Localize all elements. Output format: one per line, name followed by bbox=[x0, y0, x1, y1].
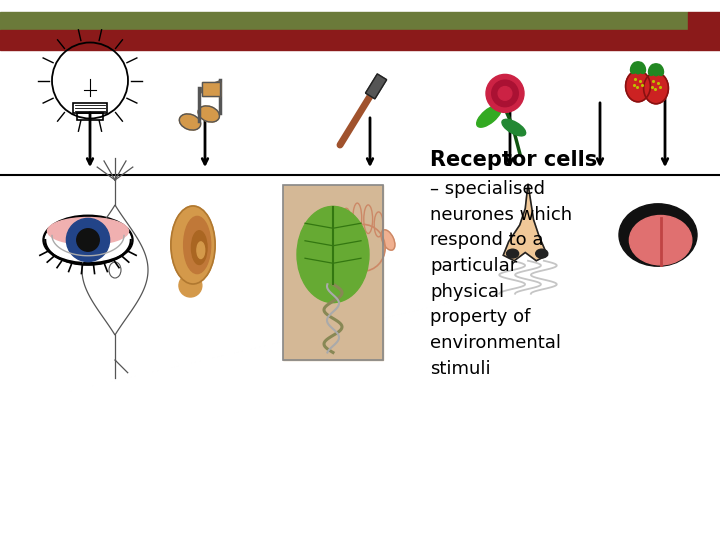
Ellipse shape bbox=[43, 215, 133, 265]
Ellipse shape bbox=[364, 205, 373, 233]
Circle shape bbox=[179, 274, 202, 297]
Bar bbox=[73, 103, 107, 113]
Ellipse shape bbox=[342, 208, 351, 235]
Ellipse shape bbox=[626, 71, 650, 102]
Ellipse shape bbox=[649, 64, 657, 76]
Bar bbox=[688, 12, 720, 50]
Polygon shape bbox=[366, 74, 387, 99]
Ellipse shape bbox=[381, 230, 395, 250]
Bar bbox=[0, 30, 688, 50]
Ellipse shape bbox=[477, 105, 502, 127]
Ellipse shape bbox=[619, 204, 697, 266]
Ellipse shape bbox=[179, 114, 201, 130]
Ellipse shape bbox=[655, 64, 664, 76]
Ellipse shape bbox=[631, 62, 639, 73]
Ellipse shape bbox=[629, 215, 692, 265]
Ellipse shape bbox=[341, 225, 385, 271]
Text: – specialised
neurones which
respond to a
particular
physical
property of
enviro: – specialised neurones which respond to … bbox=[430, 180, 572, 378]
Circle shape bbox=[492, 80, 518, 107]
Text: Receptor cells: Receptor cells bbox=[430, 150, 598, 170]
Ellipse shape bbox=[184, 217, 211, 274]
Bar bbox=[283, 185, 383, 360]
Ellipse shape bbox=[353, 203, 361, 233]
Ellipse shape bbox=[652, 64, 660, 76]
Ellipse shape bbox=[536, 249, 548, 258]
Circle shape bbox=[77, 229, 99, 251]
Polygon shape bbox=[503, 184, 547, 261]
Bar bbox=[202, 82, 220, 96]
Ellipse shape bbox=[297, 206, 369, 302]
Ellipse shape bbox=[637, 62, 646, 73]
Ellipse shape bbox=[197, 242, 204, 259]
Ellipse shape bbox=[198, 106, 220, 122]
Ellipse shape bbox=[48, 218, 128, 245]
Ellipse shape bbox=[507, 249, 518, 258]
Ellipse shape bbox=[644, 72, 668, 104]
Ellipse shape bbox=[171, 206, 215, 284]
Bar bbox=[77, 113, 103, 120]
Ellipse shape bbox=[374, 212, 383, 237]
Circle shape bbox=[498, 86, 512, 100]
Bar bbox=[202, 82, 220, 96]
Circle shape bbox=[66, 218, 109, 261]
Ellipse shape bbox=[192, 231, 207, 265]
Bar bbox=[0, 12, 688, 30]
Ellipse shape bbox=[634, 62, 642, 74]
Circle shape bbox=[486, 75, 524, 112]
Ellipse shape bbox=[45, 219, 131, 261]
Ellipse shape bbox=[502, 119, 526, 136]
Bar bbox=[283, 185, 383, 360]
